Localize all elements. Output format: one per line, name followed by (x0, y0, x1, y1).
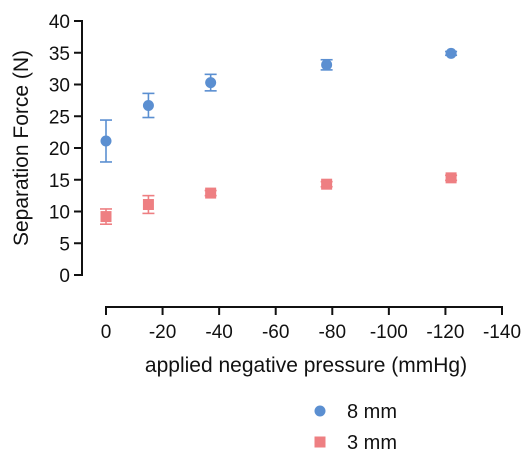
y-tick-label: 15 (49, 171, 70, 192)
data-point (321, 59, 333, 71)
axes (81, 20, 503, 308)
data-point (142, 99, 154, 111)
data-point (445, 172, 457, 184)
x-tick-label: 0 (101, 322, 112, 343)
y-tick-label: 20 (49, 139, 70, 160)
data-point (321, 178, 333, 190)
legend-marker (314, 436, 326, 448)
y-tick-label: 40 (49, 12, 70, 33)
data-point (142, 199, 154, 211)
data-point (100, 135, 112, 147)
x-tick-label: -60 (262, 322, 289, 343)
y-tick-label: 0 (59, 266, 70, 287)
x-tick-label: -80 (319, 322, 346, 343)
x-tick-label: -40 (205, 322, 232, 343)
y-tick-label: 5 (59, 234, 70, 255)
legend-label: 3 mm (347, 432, 397, 454)
data-point (205, 187, 217, 199)
legend-label: 8 mm (347, 401, 397, 423)
legend: 8 mm 3 mm (314, 401, 397, 454)
series-1 (100, 172, 458, 225)
x-tick-label: -120 (426, 322, 464, 343)
y-ticks: 0 5 10 15 20 25 30 35 40 (49, 12, 82, 287)
x-tick-label: -20 (149, 322, 176, 343)
y-tick-label: 35 (49, 44, 70, 65)
data-point (445, 47, 457, 59)
x-tick-label: -100 (370, 322, 408, 343)
data-point (205, 77, 217, 89)
series-0 (100, 47, 458, 163)
x-ticks: 0 -20 -40 -60 -80 -100 -120 -140 (101, 307, 521, 343)
x-axis-title: applied negative pressure (mmHg) (145, 354, 467, 377)
y-axis-title: Separation Force (N) (10, 50, 33, 246)
series-layer (100, 47, 458, 225)
legend-item: 8 mm (314, 401, 397, 423)
x-tick-label: -140 (483, 322, 521, 343)
y-tick-label: 25 (49, 107, 70, 128)
y-tick-label: 10 (49, 203, 70, 224)
y-tick-label: 30 (49, 76, 70, 97)
legend-item: 3 mm (314, 432, 397, 454)
data-point (100, 211, 112, 223)
legend-marker (314, 405, 326, 417)
